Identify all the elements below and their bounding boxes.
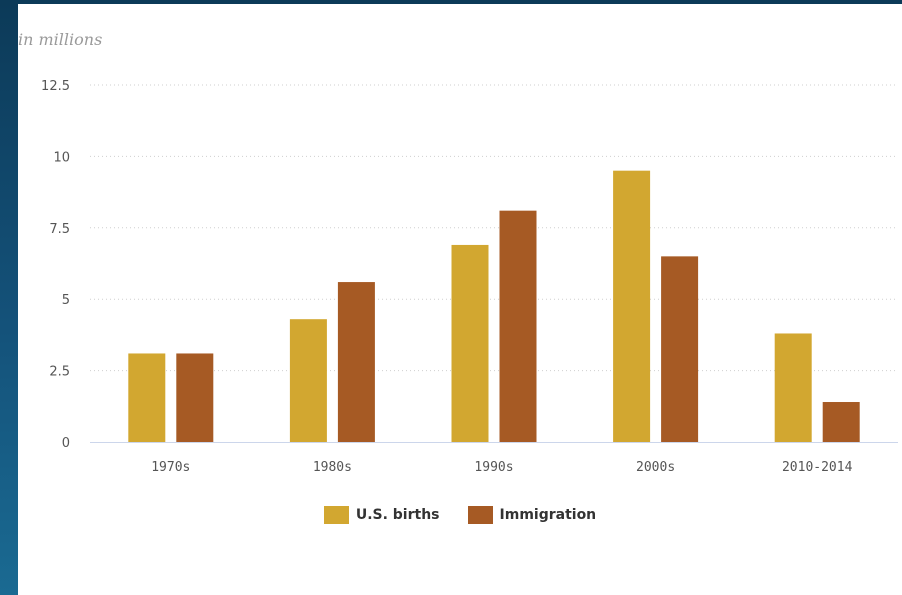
legend-label-us-births: U.S. births <box>355 507 440 523</box>
legend-swatch-us-births <box>323 506 349 524</box>
x-axis-ticks: 1970s 1980s 1990s 2000s 2010-2014 <box>151 460 852 475</box>
x-tick-label-1980s: 1980s <box>313 460 352 475</box>
bar-u-s-births-2010-2014[interactable] <box>774 333 812 442</box>
y-axis-ticks: 0 2.5 5 7.5 10 12.5 <box>41 79 70 451</box>
bar-immigration-2010-2014[interactable] <box>822 402 860 442</box>
legend-item-us-births[interactable]: U.S. births <box>323 506 440 524</box>
bar-u-s-births-1990s[interactable] <box>451 244 489 442</box>
bar-u-s-births-1970s[interactable] <box>128 353 166 442</box>
y-tick-label-10: 10 <box>53 150 70 165</box>
x-tick-label-2010-2014: 2010-2014 <box>782 460 853 475</box>
bar-u-s-births-2000s[interactable] <box>613 170 651 442</box>
legend-swatch-immigration <box>467 506 493 524</box>
y-unit-label: in millions <box>18 30 103 49</box>
bar-immigration-1990s[interactable] <box>499 210 537 442</box>
y-tick-label-7-5: 7.5 <box>49 222 70 237</box>
bar-immigration-2000s[interactable] <box>661 256 699 442</box>
gridlines <box>90 84 898 372</box>
y-tick-label-2-5: 2.5 <box>49 365 70 380</box>
x-tick-label-1970s: 1970s <box>151 460 190 475</box>
bars <box>128 170 860 442</box>
y-tick-label-5: 5 <box>62 293 70 308</box>
bar-u-s-births-1980s[interactable] <box>289 319 327 442</box>
legend-label-immigration: Immigration <box>499 507 597 523</box>
x-tick-label-2000s: 2000s <box>636 460 675 475</box>
legend: U.S. births Immigration <box>18 506 902 524</box>
y-tick-label-0: 0 <box>62 436 70 451</box>
chart-panel: in millions 0 2.5 5 7.5 10 12.5 1970s 1980s 199… <box>18 4 902 595</box>
y-tick-label-12-5: 12.5 <box>41 79 70 94</box>
legend-item-immigration[interactable]: Immigration <box>467 506 597 524</box>
bar-immigration-1970s[interactable] <box>176 353 214 442</box>
x-tick-label-1990s: 1990s <box>474 460 513 475</box>
bar-immigration-1980s[interactable] <box>337 282 375 442</box>
bar-chart: 0 2.5 5 7.5 10 12.5 1970s 1980s 1990s 2000s 2010-… <box>41 79 898 475</box>
